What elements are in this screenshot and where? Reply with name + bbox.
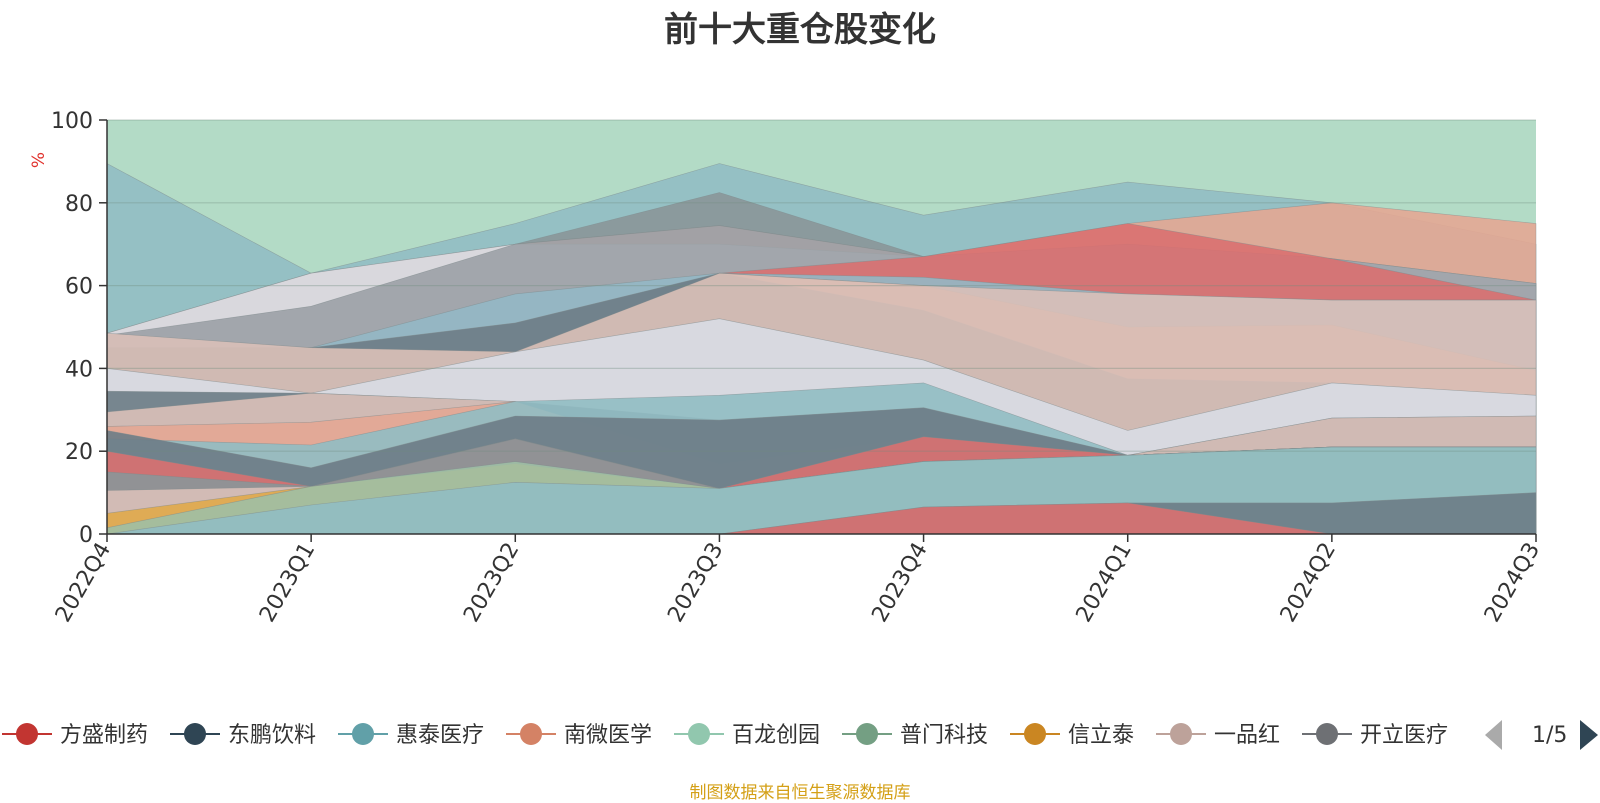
legend-label: 开立医疗 (1360, 723, 1448, 748)
legend-item[interactable]: 一品红 (1156, 723, 1280, 748)
y-tick-label: 100 (51, 109, 93, 134)
legend-marker (1170, 723, 1192, 745)
y-tick-label: 80 (65, 192, 93, 217)
legend-item[interactable]: 方盛制药 (2, 723, 148, 748)
x-tick-label: 2023Q1 (255, 539, 320, 627)
y-tick-label: 20 (65, 440, 93, 465)
x-tick-label: 2024Q3 (1480, 539, 1545, 627)
chart-title: 前十大重仓股变化 (664, 10, 936, 50)
legend-prev-page-icon[interactable] (1485, 720, 1502, 750)
legend-item[interactable]: 南微医学 (506, 723, 652, 748)
legend-label: 南微医学 (564, 723, 652, 748)
y-tick-label: 40 (65, 357, 93, 382)
axes (106, 120, 1536, 535)
y-axis-unit-label: % (29, 152, 49, 168)
legend-next-page-icon[interactable] (1580, 720, 1598, 750)
legend-label: 一品红 (1214, 723, 1280, 748)
grid-lines (107, 119, 1536, 452)
legend-label: 百龙创园 (732, 723, 820, 748)
legend-item[interactable]: 普门科技 (842, 723, 988, 748)
y-tick-label: 60 (65, 275, 93, 300)
legend-marker (352, 723, 374, 745)
legend-label: 东鹏饮料 (228, 723, 316, 748)
legend-label: 惠泰医疗 (396, 723, 484, 748)
x-tick-label: 2023Q3 (663, 539, 728, 627)
area-bands (106, 162, 1537, 535)
legend-item[interactable]: 东鹏饮料 (170, 723, 316, 748)
y-axis-ticks: 0 20 40 60 80 100 (51, 109, 107, 548)
x-tick-label: 2024Q1 (1072, 539, 1137, 627)
legend-items: 方盛制药 东鹏饮料 惠泰医疗 南微医学 百龙创园 普门科技 信立泰 一品红 开立医疗 (2, 723, 1448, 748)
data-source-note: 制图数据来自恒生聚源数据库 (689, 783, 911, 803)
legend-item[interactable]: 惠泰医疗 (338, 723, 484, 748)
legend-marker (688, 723, 710, 745)
legend-item[interactable]: 开立医疗 (1302, 723, 1448, 748)
x-tick-label: 2022Q4 (51, 539, 116, 627)
x-tick-label: 2023Q2 (459, 539, 524, 627)
x-tick-label: 2023Q4 (867, 539, 932, 627)
legend-item[interactable]: 信立泰 (1010, 723, 1134, 748)
legend-marker (520, 723, 542, 745)
legend-marker (184, 723, 206, 745)
legend-marker (856, 723, 878, 745)
legend-marker (1316, 723, 1338, 745)
legend-marker (1024, 723, 1046, 745)
legend-item[interactable]: 百龙创园 (674, 723, 820, 748)
legend-label: 信立泰 (1068, 723, 1134, 748)
y-tick-label: 0 (79, 523, 93, 548)
legend-label: 普门科技 (900, 723, 988, 748)
legend-label: 方盛制药 (60, 723, 148, 748)
legend-marker (16, 723, 38, 745)
legend: 方盛制药 东鹏饮料 惠泰医疗 南微医学 百龙创园 普门科技 信立泰 一品红 开立医疗 1/5 (2, 720, 1598, 750)
x-tick-label: 2024Q2 (1276, 539, 1341, 627)
legend-page-indicator: 1/5 (1532, 723, 1567, 748)
x-axis-ticks: 2022Q4 2023Q1 2023Q2 2023Q3 2023Q4 2024Q1 2024… (51, 534, 1545, 627)
